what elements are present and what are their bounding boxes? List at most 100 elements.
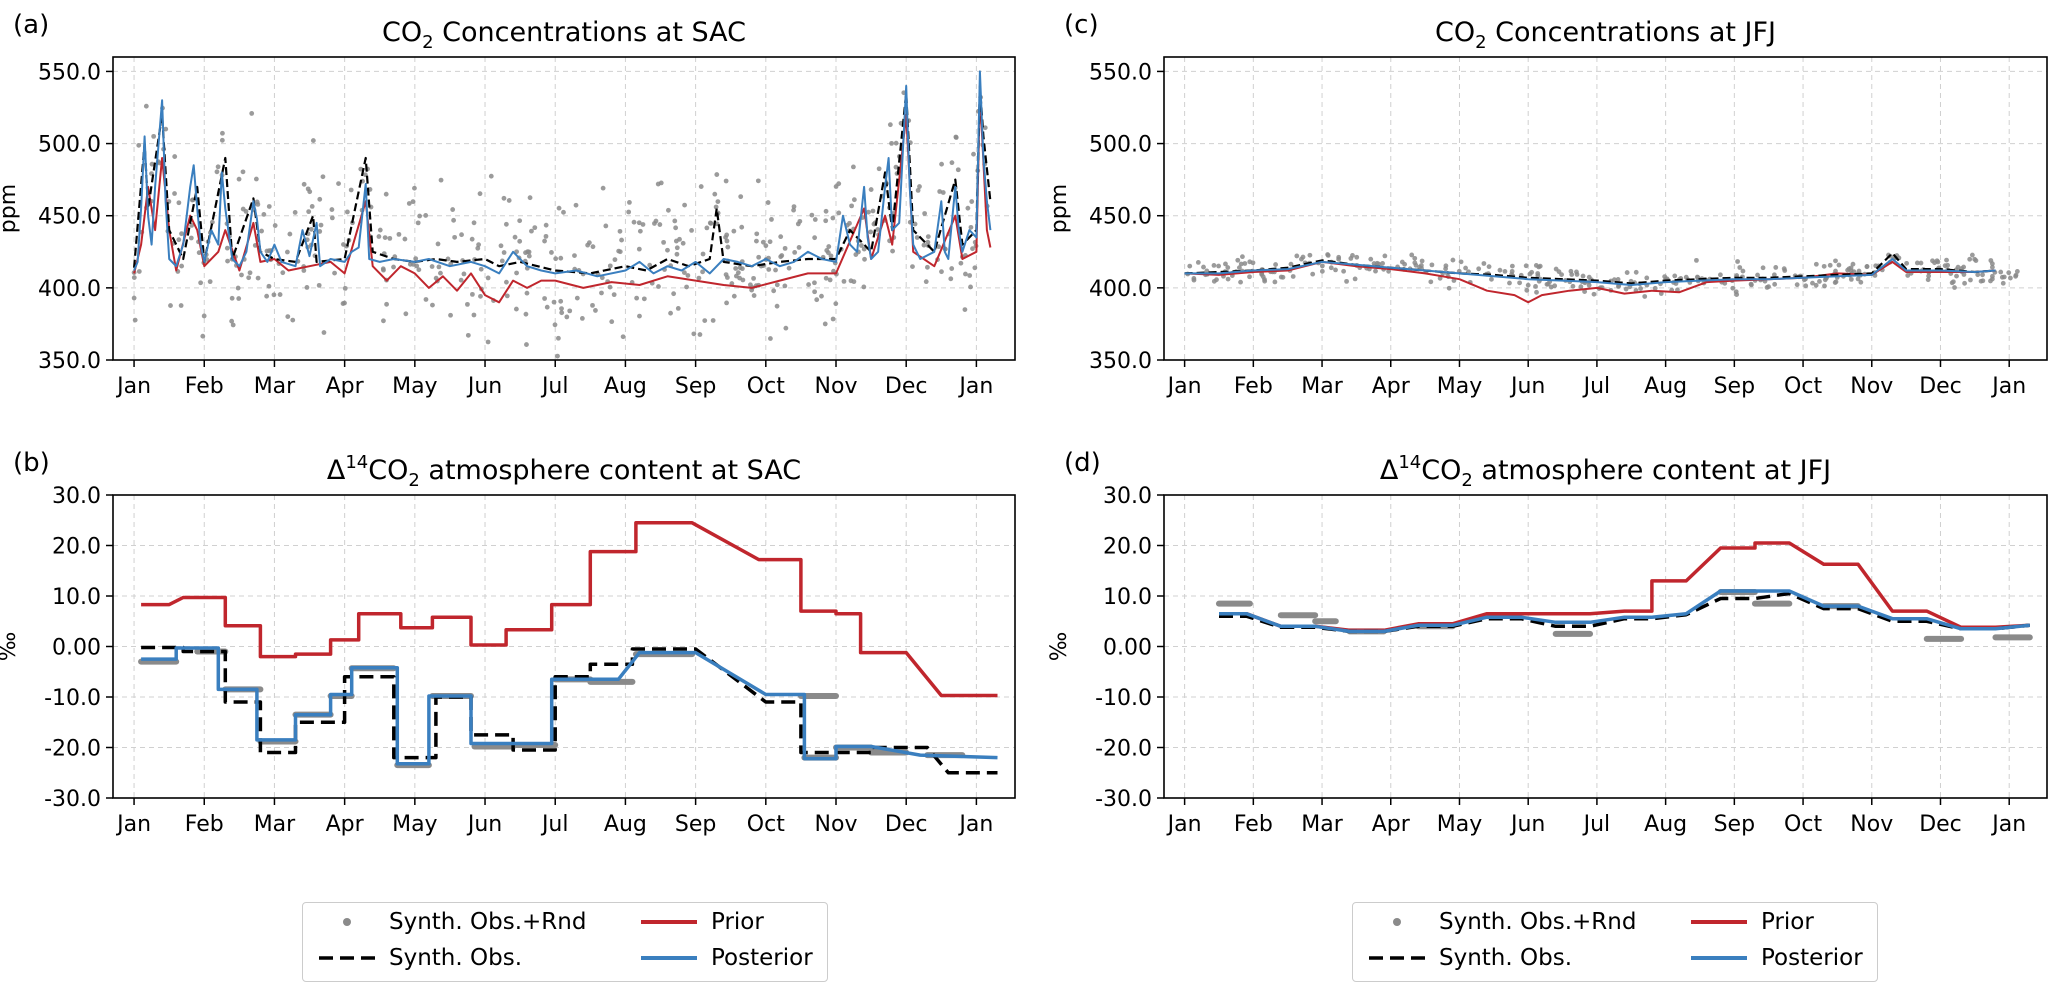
synth-rnd-point [967,273,973,278]
synth-rnd-point [1507,280,1512,286]
synth-rnd-point [922,211,928,216]
synth-rnd-point [968,224,974,230]
synth-rnd-point [806,282,811,287]
synth-rnd-point [1858,279,1864,285]
synth-rnd-point [2013,273,2018,279]
panel-label: (a) [13,10,49,40]
synth-rnd-point [1319,263,1325,269]
tick-label-y: -30.0 [1095,787,1152,812]
synth-rnd-point [253,176,259,182]
synth-rnd-point [406,201,412,206]
synth-rnd-point [698,184,704,189]
synth-rnd-point [1272,279,1278,285]
synth-rnd-point [754,231,760,237]
tick-label-x: Mar [1301,374,1343,399]
synth-rnd-point [1978,278,1984,284]
synth-rnd-point [264,293,270,299]
synth-rnd-point [523,311,529,317]
synth-rnd-point [1534,289,1539,295]
synth-rnd-point [1238,261,1244,267]
synth-rnd-point [1380,260,1385,266]
synth-rnd-point [543,233,549,239]
synth-rnd-point [914,235,920,240]
synth-rnd-point [600,185,606,191]
synth-rnd-point [1735,259,1740,264]
synth-rnd-point [555,353,560,359]
synth-rnd-point [607,263,613,269]
synth-rnd-point [1536,264,1542,270]
synth-rnd-point [415,220,421,226]
synth-rnd-point [1821,263,1827,269]
synth-rnd-point [1642,294,1648,299]
synth-rnd-point [136,142,142,148]
synth-rnd-point [830,215,836,221]
synth-rnd-point [287,231,293,237]
synth-rnd-point [1458,259,1464,265]
synth-rnd-point [485,275,491,281]
tick-label-x: Jan [957,812,993,837]
tick-label-y: 10.0 [1103,585,1152,610]
legend-item-synth-obs: Synth. Obs. [1367,945,1572,971]
synth-rnd-point [1817,279,1822,284]
tick-label-x: Dec [1919,812,1962,837]
synth-rnd-point [773,267,778,273]
synth-rnd-point [634,295,640,301]
synth-rnd-point [266,204,272,209]
synth-rnd-point [247,270,253,276]
synth-rnd-point [501,195,507,201]
synth-rnd-point [475,245,481,251]
synth-rnd-point [1822,277,1828,283]
synth-rnd-point [499,258,505,264]
synth-rnd-point [700,251,706,257]
tick-label-y: 10.0 [52,585,101,610]
synth-rnd-point [641,296,647,302]
synth-rnd-point [2014,269,2020,274]
synth-rnd-point [416,267,422,273]
synth-rnd-point [1402,261,1408,267]
synth-rnd-point [532,225,538,231]
synth-rnd-point [1409,252,1415,258]
tick-label-y: 500.0 [1089,133,1152,158]
synth-rnd-point [1832,280,1838,285]
synth-rnd-point [851,279,857,285]
synth-rnd-point [1914,260,1920,266]
synth-rnd-point [1481,261,1487,266]
synth-rnd-point [1299,256,1304,262]
synth-rnd-point [783,325,789,331]
synth-rnd-point [552,322,558,328]
synth-rnd-point [469,236,475,242]
synth-rnd-point [336,181,341,187]
panel-b: -30.0 -20.0 -10.0 0.00 10.0 20.0 30.0 Jan Feb Mar… [0,448,1016,837]
tick-label-y: 350.0 [38,349,101,374]
synth-rnd-point [498,243,504,249]
tick-label-y: 350.0 [1089,349,1152,374]
synth-rnd-point [1967,256,1973,262]
synth-rnd-point [760,239,766,245]
synth-rnd-point [2001,274,2007,280]
synth-rnd-point [847,220,852,226]
synth-rnd-point [1813,261,1819,267]
synth-rnd-point [970,246,975,252]
synth-rnd-point [756,254,762,260]
synth-rnd-point [1429,262,1435,268]
synth-rnd-point [876,166,882,172]
synth-rnd-point [723,272,729,277]
synth-rnd-point [348,187,354,193]
synth-rnd-point [655,181,661,187]
synth-rnd-point [377,227,383,233]
tick-label-x: Mar [254,374,296,399]
synth-rnd-point [1644,275,1650,281]
synth-rnd-point [230,322,236,328]
synth-rnd-point [381,267,386,273]
synth-rnd-point [1845,267,1851,273]
legend-marker-synth-rnd [1393,918,1401,926]
synth-rnd-point [1772,281,1778,287]
synth-rnd-point [939,161,944,167]
tick-label-x: Apr [326,374,365,399]
synth-rnd-point [617,228,623,234]
synth-rnd-point [972,265,978,271]
synth-rnd-point [224,245,230,251]
synth-rnd-point [236,176,242,182]
synth-rnd-point [724,232,730,238]
synth-rnd-point [1954,273,1959,279]
